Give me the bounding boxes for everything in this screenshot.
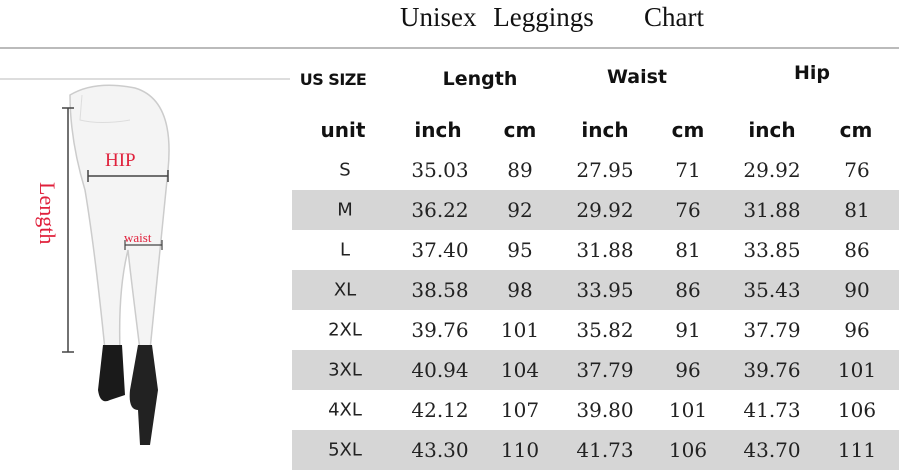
cell-length-inch: 43.30: [411, 438, 469, 462]
cell-hip-inch: 31.88: [743, 198, 801, 222]
cell-waist-cm: 76: [675, 198, 701, 222]
cell-waist-inch: 37.79: [576, 358, 634, 382]
unit-waist-inch: inch: [581, 118, 629, 142]
cell-size: L: [339, 239, 351, 261]
unit-length-cm: cm: [503, 118, 537, 142]
cell-hip-inch: 37.79: [743, 318, 801, 342]
title-divider: [0, 47, 899, 49]
unit-label: unit: [320, 118, 366, 142]
table-row: 3XL 40.94 104 37.79 96 39.76 101: [292, 350, 899, 390]
cell-waist-cm: 101: [668, 398, 708, 422]
cell-hip-inch: 43.70: [743, 438, 801, 462]
cell-waist-cm: 91: [675, 318, 701, 342]
cell-hip-cm: 96: [844, 318, 870, 342]
header-hip: Hip: [793, 62, 831, 84]
cell-waist-inch: 35.82: [576, 318, 634, 342]
chart-title: Unisex Leggings Chart: [400, 2, 704, 32]
cell-hip-inch: 29.92: [743, 158, 801, 182]
cell-hip-cm: 106: [837, 398, 877, 422]
cell-hip-cm: 90: [844, 278, 870, 302]
cell-waist-inch: 33.95: [576, 278, 634, 302]
cell-hip-cm: 111: [837, 438, 877, 462]
table-row: 4XL 42.12 107 39.80 101 41.73 106: [292, 390, 899, 430]
cell-length-cm: 89: [507, 158, 533, 182]
cell-size: M: [337, 199, 353, 221]
table-row: M 36.22 92 29.92 76 31.88 81: [292, 190, 899, 230]
cell-waist-cm: 81: [675, 238, 701, 262]
cell-length-cm: 107: [500, 398, 540, 422]
table-row: L 37.40 95 31.88 81 33.85 86: [292, 230, 899, 270]
cell-hip-cm: 86: [844, 238, 870, 262]
cell-hip-inch: 33.85: [743, 238, 801, 262]
unit-hip-cm: cm: [839, 118, 873, 142]
unit-row: unit inch cm inch cm inch cm: [292, 110, 899, 150]
header-us-size: US SIZE: [299, 70, 367, 89]
waist-label: waist: [124, 230, 152, 245]
header-waist: Waist: [606, 66, 668, 88]
cell-hip-inch: 41.73: [743, 398, 801, 422]
cell-waist-cm: 71: [675, 158, 701, 182]
cell-length-inch: 36.22: [411, 198, 469, 222]
cell-size: 4XL: [328, 399, 362, 421]
cell-size: 2XL: [328, 319, 362, 341]
cell-length-cm: 101: [500, 318, 540, 342]
table-row: XL 38.58 98 33.95 86 35.43 90: [292, 270, 899, 310]
hip-label: HIP: [105, 150, 136, 171]
cell-length-cm: 92: [507, 198, 533, 222]
cell-waist-inch: 41.73: [576, 438, 634, 462]
cell-length-inch: 42.12: [411, 398, 469, 422]
cell-waist-inch: 29.92: [576, 198, 634, 222]
table-row: 5XL 43.30 110 41.73 106 43.70 111: [292, 430, 899, 470]
cell-hip-cm: 101: [837, 358, 877, 382]
table-row: S 35.03 89 27.95 71 29.92 76: [292, 150, 899, 190]
cell-waist-cm: 96: [675, 358, 701, 382]
unit-hip-inch: inch: [748, 118, 796, 142]
leggings-figure: HIP waist Length: [0, 50, 290, 469]
unit-length-inch: inch: [414, 118, 462, 142]
cell-length-cm: 104: [500, 358, 540, 382]
header-length: Length: [442, 68, 518, 90]
cell-length-inch: 40.94: [411, 358, 469, 382]
cell-length-inch: 39.76: [411, 318, 469, 342]
cell-size: S: [339, 159, 351, 181]
cell-waist-inch: 27.95: [576, 158, 634, 182]
table-row: 2XL 39.76 101 35.82 91 37.79 96: [292, 310, 899, 350]
cell-hip-inch: 39.76: [743, 358, 801, 382]
cell-hip-inch: 35.43: [743, 278, 801, 302]
cell-size: 5XL: [328, 439, 362, 461]
length-label: Length: [35, 182, 60, 244]
cell-size: 3XL: [328, 359, 362, 381]
cell-hip-cm: 76: [844, 158, 870, 182]
cell-size: XL: [333, 279, 357, 301]
cell-waist-inch: 31.88: [576, 238, 634, 262]
cell-length-cm: 95: [507, 238, 533, 262]
cell-hip-cm: 81: [844, 198, 870, 222]
cell-length-inch: 35.03: [411, 158, 469, 182]
cell-waist-inch: 39.80: [576, 398, 634, 422]
cell-length-inch: 37.40: [411, 238, 469, 262]
unit-waist-cm: cm: [671, 118, 705, 142]
cell-length-cm: 98: [507, 278, 533, 302]
cell-waist-cm: 86: [675, 278, 701, 302]
cell-length-cm: 110: [500, 438, 540, 462]
leggings-illustration: HIP waist Length: [0, 78, 290, 445]
cell-length-inch: 38.58: [411, 278, 469, 302]
cell-waist-cm: 106: [668, 438, 708, 462]
